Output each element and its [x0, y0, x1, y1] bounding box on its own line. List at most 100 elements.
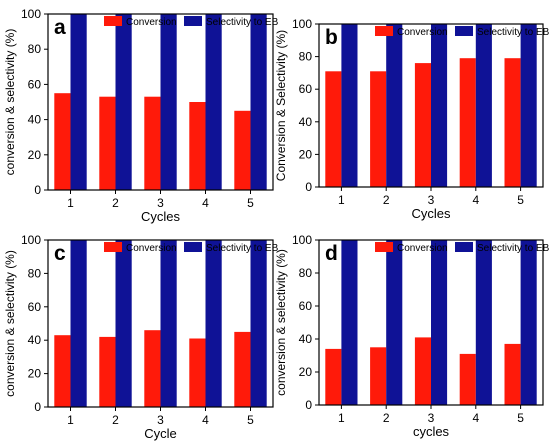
selectivity-bar	[431, 24, 448, 187]
legend-label-conversion: Conversion	[397, 27, 448, 38]
y-tick-label: 20	[299, 147, 313, 161]
selectivity-bar	[115, 14, 132, 190]
legend: Conversion Selectivity to EB	[104, 242, 279, 254]
y-tick-label: 0	[34, 400, 41, 414]
x-axis-title: Cycle	[144, 426, 177, 441]
y-tick-label: 80	[28, 266, 42, 280]
y-tick-label: 20	[28, 148, 42, 162]
x-tick-label: 3	[157, 413, 164, 427]
y-tick-label: 40	[299, 332, 313, 346]
legend-swatch-selectivity	[184, 16, 202, 26]
selectivity-bar	[70, 14, 87, 190]
conversion-bar	[414, 63, 431, 187]
selectivity-bar	[386, 240, 403, 405]
y-axis-title: conversion & selectivity (%)	[3, 250, 17, 397]
legend-swatch-selectivity	[184, 242, 202, 252]
selectivity-bar	[520, 240, 537, 405]
conversion-bar	[189, 102, 206, 190]
selectivity-bar	[386, 24, 403, 187]
x-tick-label: 1	[338, 193, 345, 207]
legend-swatch-conversion	[104, 16, 122, 26]
plot-frame	[47, 239, 274, 408]
selectivity-bar	[70, 240, 87, 407]
x-tick-label: 1	[67, 196, 74, 210]
y-tick-label: 40	[299, 115, 313, 129]
selectivity-bar	[431, 240, 448, 405]
legend-label-conversion: Conversion	[397, 243, 448, 254]
y-tick-label: 0	[305, 180, 312, 194]
x-tick-label: 2	[112, 196, 119, 210]
legend: Conversion Selectivity to EB	[375, 26, 550, 38]
x-tick-label: 4	[472, 411, 479, 425]
y-tick-label: 20	[28, 367, 42, 381]
plot-frame	[318, 239, 544, 406]
y-tick-label: 100	[21, 233, 41, 247]
y-tick-label: 20	[299, 365, 313, 379]
legend: Conversion Selectivity to EB	[104, 16, 279, 28]
chart-panel-b: 1 2 3 4 5 0 20 40 60 80 100 Cycles Conversion & Sele…	[274, 17, 550, 221]
x-axis-title: Cycles	[141, 209, 181, 224]
y-tick-label: 100	[292, 17, 312, 31]
x-tick-label: 2	[112, 413, 119, 427]
legend-label-conversion: Conversion	[126, 243, 177, 254]
x-tick-label: 4	[202, 196, 209, 210]
selectivity-bar	[341, 24, 358, 187]
conversion-bar	[414, 337, 431, 405]
selectivity-bar	[250, 240, 267, 407]
legend-swatch-conversion	[375, 26, 393, 36]
x-tick-label: 4	[472, 193, 479, 207]
chart-panel-c: 1 2 3 4 5 0 20 40 60 80 100 Cycle conversion & selec…	[3, 233, 279, 441]
x-tick-label: 1	[67, 413, 74, 427]
selectivity-bar	[160, 14, 177, 190]
conversion-bar	[54, 335, 71, 407]
selectivity-bar	[250, 14, 267, 190]
y-tick-label: 40	[28, 113, 42, 127]
x-axis-title: Cycles	[411, 206, 451, 221]
conversion-bar	[325, 348, 342, 405]
y-tick-label: 0	[305, 398, 312, 412]
panel-letter: d	[325, 242, 338, 265]
legend-label-conversion: Conversion	[126, 17, 177, 28]
x-tick-label: 5	[247, 413, 254, 427]
y-axis-title: conversion & selectivity (%)	[3, 29, 17, 176]
conversion-bar	[504, 343, 521, 405]
legend-label-selectivity: Selectivity to EB	[206, 243, 279, 254]
conversion-bar	[189, 338, 206, 407]
panel-letter: b	[325, 26, 338, 49]
y-tick-label: 80	[28, 42, 42, 56]
x-tick-label: 5	[517, 193, 524, 207]
selectivity-bar	[341, 240, 358, 405]
y-tick-label: 80	[299, 50, 313, 64]
y-tick-label: 100	[21, 7, 41, 21]
y-axis-title: Conversion & Selectivity (%)	[274, 30, 288, 181]
y-tick-label: 0	[34, 183, 41, 197]
x-tick-label: 1	[338, 411, 345, 425]
legend-swatch-selectivity	[455, 242, 473, 252]
x-tick-label: 3	[428, 411, 435, 425]
x-tick-label: 3	[428, 193, 435, 207]
conversion-bar	[459, 353, 476, 405]
chart-panel-d: 1 2 3 4 5 0 20 40 60 80 100 cycles conversion & sele…	[274, 233, 550, 439]
x-tick-label: 2	[383, 193, 390, 207]
conversion-bar	[54, 93, 71, 190]
y-axis-title: conversion & selectivity (%)	[274, 249, 288, 396]
selectivity-bar	[475, 240, 492, 405]
conversion-bar	[234, 331, 251, 407]
selectivity-bar	[520, 24, 537, 187]
legend-swatch-conversion	[104, 242, 122, 252]
y-tick-label: 100	[292, 233, 312, 247]
y-tick-label: 80	[299, 266, 313, 280]
y-tick-label: 60	[299, 82, 313, 96]
conversion-bar	[144, 96, 161, 190]
conversion-bar	[504, 58, 521, 188]
conversion-bar	[370, 71, 387, 187]
legend-label-selectivity: Selectivity to EB	[477, 27, 550, 38]
x-tick-label: 5	[517, 411, 524, 425]
chart-panel-a: 1 2 3 4 5 0 20 40 60 80 100 Cycles conversion & sele…	[3, 7, 279, 224]
selectivity-bar	[160, 240, 177, 407]
conversion-bar	[234, 110, 251, 190]
x-tick-label: 4	[202, 413, 209, 427]
y-tick-label: 40	[28, 333, 42, 347]
x-tick-label: 3	[157, 196, 164, 210]
